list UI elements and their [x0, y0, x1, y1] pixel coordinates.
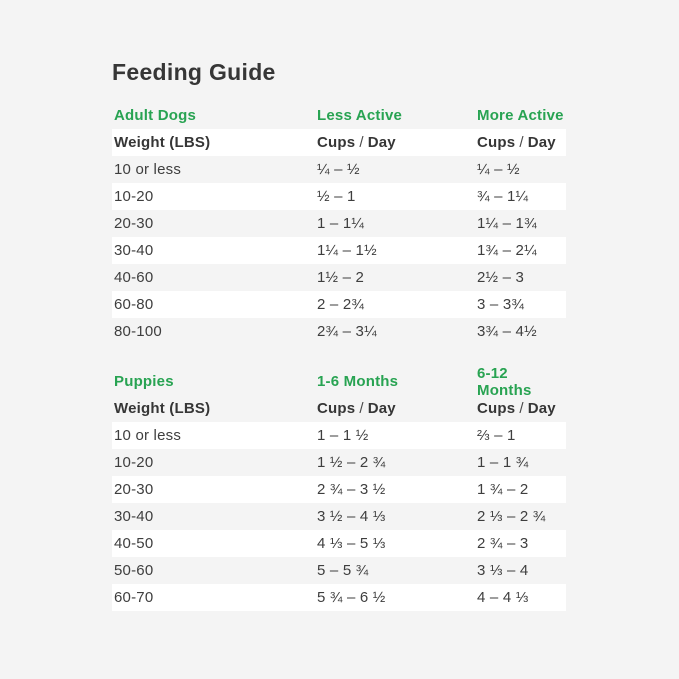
adult-rows: Weight (LBS) Cups / Day Cups / Day 10 or les…	[112, 129, 566, 345]
adult-dogs-table: Adult Dogs Less Active More Active Weigh…	[112, 105, 566, 345]
table-row: 50-60 5 – 5 ¾ 3 ⅓ – 4	[112, 557, 566, 584]
less-active-cell: 1 – 1¼	[317, 215, 365, 232]
less-active-label: Less Active	[317, 107, 403, 124]
weight-cell: 20-30	[114, 215, 154, 232]
months-6-12-cell: 1 ¾ – 2	[477, 481, 529, 498]
less-active-cell: ½ – 1	[317, 188, 356, 205]
table-row: 20-30 1 – 1¼ 1¼ – 1¾	[112, 210, 566, 237]
months-6-12-label: 6-12 Months	[477, 364, 532, 399]
months-6-12-cell: ⅔ – 1	[477, 427, 516, 444]
puppies-column-header-row: Weight (LBS) Cups / Day Cups / Day	[112, 395, 566, 422]
table-row: 60-70 5 ¾ – 6 ½ 4 – 4 ⅓	[112, 584, 566, 611]
months-1-6-cell: 5 – 5 ¾	[317, 562, 369, 579]
weight-cell: 40-50	[114, 535, 154, 552]
more-active-cell: 3 – 3¾	[477, 296, 525, 313]
adult-column-header-row: Weight (LBS) Cups / Day Cups / Day	[112, 129, 566, 156]
less-active-cups-header: Cups / Day	[317, 134, 396, 151]
weight-cell: 30-40	[114, 242, 154, 259]
weight-column-header: Weight (LBS)	[114, 134, 211, 151]
more-active-cell: ¼ – ½	[477, 161, 520, 178]
slash-separator: /	[359, 134, 364, 151]
weight-column-header: Weight (LBS)	[114, 400, 211, 417]
less-active-cell: 2¾ – 3¼	[317, 323, 377, 340]
table-row: 40-60 1½ – 2 2½ – 3	[112, 264, 566, 291]
months-6-12-cell: 4 – 4 ⅓	[477, 589, 529, 606]
weight-cell: 10-20	[114, 454, 154, 471]
table-row: 10 or less ¼ – ½ ¼ – ½	[112, 156, 566, 183]
months-6-12-cell: 1 – 1 ¾	[477, 454, 529, 471]
weight-cell: 40-60	[114, 269, 154, 286]
slash-separator: /	[359, 400, 364, 417]
puppies-section-label: Puppies	[114, 373, 174, 390]
table-row: 60-80 2 – 2¾ 3 – 3¾	[112, 291, 566, 318]
months-6-12-cell: 2 ¾ – 3	[477, 535, 529, 552]
weight-cell: 10 or less	[114, 161, 182, 178]
months-6-12-cups-header: Cups / Day	[477, 400, 556, 417]
weight-cell: 80-100	[114, 323, 162, 340]
months-1-6-label: 1-6 Months	[317, 373, 399, 390]
weight-cell: 50-60	[114, 562, 154, 579]
table-row: 10-20 1 ½ – 2 ¾ 1 – 1 ¾	[112, 449, 566, 476]
less-active-cell: 1¼ – 1½	[317, 242, 377, 259]
months-6-12-cell: 3 ⅓ – 4	[477, 562, 529, 579]
weight-cell: 10 or less	[114, 427, 182, 444]
puppies-group-header: Puppies 1-6 Months 6-12 Months	[112, 365, 566, 399]
adult-section-label: Adult Dogs	[114, 107, 196, 124]
table-row: 10 or less 1 – 1 ½ ⅔ – 1	[112, 422, 566, 449]
months-6-12-cell: 2 ⅓ – 2 ¾	[477, 508, 546, 525]
months-1-6-cell: 4 ⅓ – 5 ⅓	[317, 535, 386, 552]
more-active-cups-header: Cups / Day	[477, 134, 556, 151]
puppies-rows: Weight (LBS) Cups / Day Cups / Day 10 or les…	[112, 395, 566, 611]
more-active-cell: 3¾ – 4½	[477, 323, 537, 340]
months-1-6-cell: 1 – 1 ½	[317, 427, 369, 444]
puppies-table: Puppies 1-6 Months 6-12 Months Weight (L…	[112, 365, 566, 611]
more-active-label: More Active	[477, 107, 564, 124]
slash-separator: /	[519, 134, 524, 151]
less-active-cell: ¼ – ½	[317, 161, 360, 178]
table-row: 80-100 2¾ – 3¼ 3¾ – 4½	[112, 318, 566, 345]
more-active-cell: 2½ – 3	[477, 269, 525, 286]
slash-separator: /	[519, 400, 524, 417]
table-row: 10-20 ½ – 1 ¾ – 1¼	[112, 183, 566, 210]
less-active-cell: 1½ – 2	[317, 269, 365, 286]
page-title: Feeding Guide	[112, 59, 276, 85]
more-active-cell: 1¼ – 1¾	[477, 215, 537, 232]
more-active-cell: 1¾ – 2¼	[477, 242, 537, 259]
weight-cell: 60-80	[114, 296, 154, 313]
weight-cell: 30-40	[114, 508, 154, 525]
content-area: Feeding Guide Adult Dogs Less Active Mor…	[112, 59, 566, 611]
months-1-6-cups-header: Cups / Day	[317, 400, 396, 417]
months-1-6-cell: 2 ¾ – 3 ½	[317, 481, 386, 498]
less-active-cell: 2 – 2¾	[317, 296, 365, 313]
table-row: 30-40 1¼ – 1½ 1¾ – 2¼	[112, 237, 566, 264]
adult-group-header: Adult Dogs Less Active More Active	[112, 105, 566, 126]
months-1-6-cell: 1 ½ – 2 ¾	[317, 454, 386, 471]
weight-cell: 20-30	[114, 481, 154, 498]
months-1-6-cell: 3 ½ – 4 ⅓	[317, 508, 386, 525]
table-row: 20-30 2 ¾ – 3 ½ 1 ¾ – 2	[112, 476, 566, 503]
weight-cell: 60-70	[114, 589, 154, 606]
more-active-cell: ¾ – 1¼	[477, 188, 529, 205]
months-1-6-cell: 5 ¾ – 6 ½	[317, 589, 386, 606]
table-row: 30-40 3 ½ – 4 ⅓ 2 ⅓ – 2 ¾	[112, 503, 566, 530]
table-row: 40-50 4 ⅓ – 5 ⅓ 2 ¾ – 3	[112, 530, 566, 557]
weight-cell: 10-20	[114, 188, 154, 205]
